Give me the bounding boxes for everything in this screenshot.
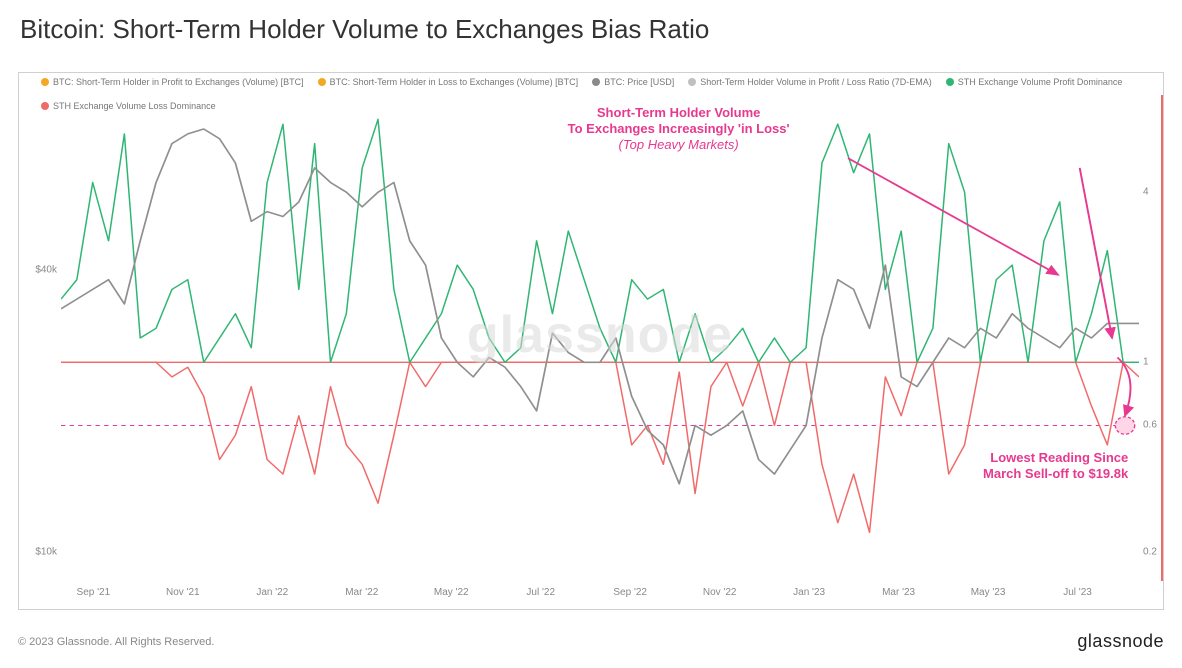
y-right-tick: 0.2 [1143,546,1157,557]
legend-swatch [318,78,326,86]
x-tick: Jul '22 [526,587,555,598]
annotation-bottom-line1: Lowest Reading Since [983,450,1128,466]
x-tick: Mar '22 [345,587,378,598]
plot-area: glassnode Short-Term Holder Volume To Ex… [61,95,1139,581]
right-axis-border [1161,95,1163,581]
annotation-bottom-line2: March Sell-off to $19.8k [983,466,1128,482]
x-tick: Sep '21 [77,587,111,598]
y-right-tick: 1 [1143,357,1149,368]
overlay-svg [61,95,1139,581]
legend-label: BTC: Price [USD] [604,77,674,87]
legend-item: Short-Term Holder Volume in Profit / Los… [688,77,932,87]
legend-swatch [592,78,600,86]
x-tick: May '22 [434,587,469,598]
y-right-tick: 4 [1143,187,1149,198]
x-axis: Sep '21 Nov '21 Jan '22 Mar '22 May '22 Jul '… [61,581,1139,609]
legend-label: STH Exchange Volume Profit Dominance [958,77,1123,87]
x-tick: Nov '21 [166,587,200,598]
x-tick: Nov '22 [703,587,737,598]
annotation-top: Short-Term Holder Volume To Exchanges In… [568,105,790,154]
x-tick: Sep '22 [613,587,647,598]
legend-item: BTC: Short-Term Holder in Loss to Exchan… [318,77,579,87]
x-tick: Jan '23 [793,587,825,598]
brand-logo: glassnode [1077,631,1164,652]
annotation-top-line3: (Top Heavy Markets) [568,137,790,153]
legend-label: BTC: Short-Term Holder in Profit to Exch… [53,77,304,87]
legend-label: Short-Term Holder Volume in Profit / Los… [700,77,932,87]
annotation-bottom: Lowest Reading Since March Sell-off to $… [983,450,1128,483]
y-right-tick: 0.6 [1143,420,1157,431]
legend-item: STH Exchange Volume Profit Dominance [946,77,1123,87]
annotation-top-line2: To Exchanges Increasingly 'in Loss' [568,121,790,137]
chart-title: Bitcoin: Short-Term Holder Volume to Exc… [0,0,1182,53]
y-left-tick: $10k [35,546,57,557]
legend-label: BTC: Short-Term Holder in Loss to Exchan… [330,77,579,87]
legend-swatch [41,78,49,86]
footer: © 2023 Glassnode. All Rights Reserved. g… [18,631,1164,652]
x-tick: Mar '23 [882,587,915,598]
x-tick: May '23 [971,587,1006,598]
annotation-top-line1: Short-Term Holder Volume [568,105,790,121]
y-left-tick: $40k [35,264,57,275]
legend-swatch [946,78,954,86]
chart-frame: BTC: Short-Term Holder in Profit to Exch… [18,72,1164,610]
legend-item: BTC: Short-Term Holder in Profit to Exch… [41,77,304,87]
copyright: © 2023 Glassnode. All Rights Reserved. [18,636,214,648]
legend-item: BTC: Price [USD] [592,77,674,87]
y-axis-right: 4 1 0.6 0.2 [1139,95,1163,581]
y-axis-left: $40k $10k [19,95,61,581]
x-tick: Jan '22 [256,587,288,598]
x-tick: Jul '23 [1063,587,1092,598]
legend-swatch [688,78,696,86]
